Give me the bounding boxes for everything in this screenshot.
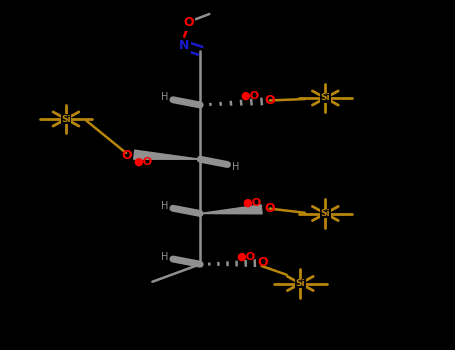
Text: H: H xyxy=(232,162,239,172)
Text: N: N xyxy=(179,39,189,52)
Text: H: H xyxy=(161,252,168,261)
Text: ●O: ●O xyxy=(242,198,261,208)
Text: H: H xyxy=(161,201,168,211)
Text: ●O: ●O xyxy=(241,90,260,100)
Polygon shape xyxy=(134,150,200,159)
Text: ●O: ●O xyxy=(134,157,153,167)
Text: O: O xyxy=(183,16,194,29)
Text: O: O xyxy=(264,202,274,215)
Text: Si: Si xyxy=(320,93,330,103)
Text: O: O xyxy=(264,94,274,107)
Text: O: O xyxy=(257,256,268,269)
Polygon shape xyxy=(200,205,262,214)
Text: ●O: ●O xyxy=(236,252,255,262)
Text: Si: Si xyxy=(295,279,305,288)
Text: H: H xyxy=(161,92,168,102)
Text: O: O xyxy=(121,149,132,162)
Text: Si: Si xyxy=(320,209,330,218)
Text: Si: Si xyxy=(61,114,71,124)
